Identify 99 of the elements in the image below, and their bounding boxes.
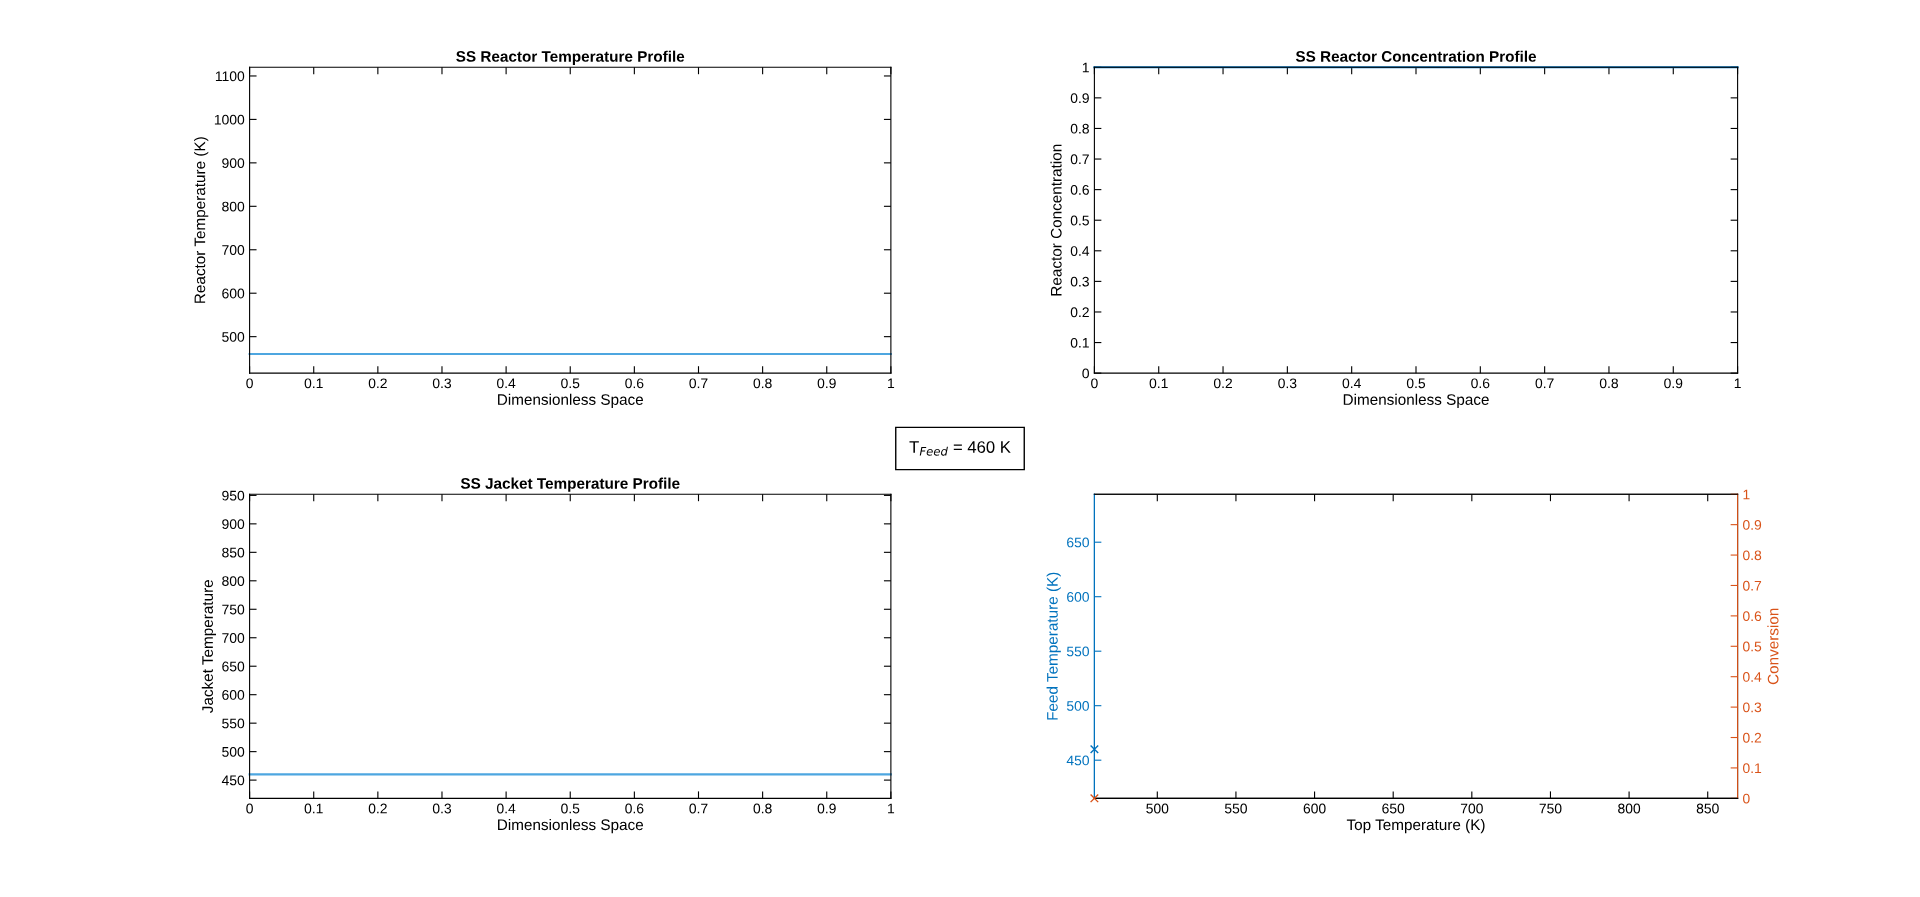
x-axis-title: Dimensionless Space <box>498 818 644 834</box>
y-tick-label: 800 <box>222 201 245 212</box>
x-tick-label: 0.7 <box>689 378 708 389</box>
x-tick-label: 0.1 <box>1149 378 1168 389</box>
x-tick-label: 0.5 <box>1406 378 1426 389</box>
x-tick-label: 0.3 <box>432 378 452 389</box>
x-tick-label: 0.7 <box>689 803 708 814</box>
x-tick-label: 1 <box>1734 378 1741 389</box>
x-tick-label: 0.9 <box>817 378 836 389</box>
y2-tick-label: 1 <box>1743 489 1750 500</box>
y-tick-label: 550 <box>222 718 245 729</box>
y-tick-label: 1000 <box>214 114 245 125</box>
y-tick-label: 550 <box>1066 646 1089 657</box>
y-tick-label: 0.1 <box>1070 337 1089 348</box>
y-tick-label: 0.9 <box>1070 93 1089 104</box>
x-tick-label: 0.9 <box>817 803 836 814</box>
y-tick-label: 0 <box>1082 368 1089 379</box>
x-tick-label: 700 <box>1460 803 1483 814</box>
y-tick-label: 0.7 <box>1070 154 1089 165</box>
chart-title: SS Jacket Temperature Profile <box>460 477 680 492</box>
x-tick-label: 0.4 <box>497 378 516 389</box>
x-tick-label: 0.6 <box>1471 378 1490 389</box>
y-tick-label: 450 <box>1066 755 1089 766</box>
y-tick-label: 600 <box>222 690 245 700</box>
x-axis-title: Dimensionless Space <box>498 393 644 408</box>
y2-tick-label: 0.7 <box>1743 580 1762 591</box>
x-tick-label: 0.5 <box>561 803 580 814</box>
x-tick-label: 0.6 <box>625 803 644 814</box>
y-tick-label: 750 <box>222 604 245 615</box>
y-tick-label: 450 <box>221 775 245 786</box>
chart-title: SS Reactor Concentration Profile <box>1295 50 1537 62</box>
y2-tick-label: 0.2 <box>1743 732 1762 743</box>
y-tick-label: 600 <box>1067 592 1089 602</box>
y-tick-label: 1100 <box>215 71 245 82</box>
y-tick-label: 800 <box>222 576 245 586</box>
x-tick-label: 0.2 <box>368 378 387 389</box>
x-tick-label: 600 <box>1303 803 1326 814</box>
x-tick-label: 750 <box>1539 803 1562 814</box>
y-tick-label: 650 <box>222 661 245 672</box>
x-tick-label: 1 <box>888 803 895 814</box>
y-axis-title: Reactor Temperature (K) <box>194 137 209 303</box>
y-tick-label: 650 <box>1067 537 1089 548</box>
x-tick-label: 0.4 <box>1342 378 1361 389</box>
x-tick-label: 0.1 <box>304 378 323 389</box>
x-tick-label: 0.2 <box>1213 378 1232 389</box>
x-tick-label: 0.6 <box>625 378 644 389</box>
x-tick-label: 0.8 <box>753 803 772 814</box>
y-axis-title: Jacket Temperature <box>201 580 217 713</box>
y-tick-label: 0.3 <box>1070 276 1089 287</box>
y-tick-label: 700 <box>222 633 245 643</box>
y-tick-label: 600 <box>222 288 245 299</box>
x-tick-label: 0.5 <box>561 378 580 389</box>
y-tick-label: 0.2 <box>1070 307 1089 318</box>
x-tick-label: 0.4 <box>497 803 516 814</box>
x-tick-label: 500 <box>1146 803 1169 814</box>
y-tick-label: 900 <box>222 519 245 530</box>
y-tick-label: 500 <box>222 331 245 342</box>
y-tick-label: 0.6 <box>1070 184 1089 195</box>
y-tick-label: 0.5 <box>1070 215 1089 226</box>
x-tick-label: 850 <box>1696 803 1719 814</box>
x-axis-title: Top Temperature (K) <box>1346 818 1485 834</box>
y-tick-label: 1 <box>1082 62 1089 73</box>
text: T$_{Feed}$ = 460 K <box>909 441 1011 456</box>
x-tick-label: 800 <box>1618 803 1641 814</box>
y2-tick-label: 0 <box>1743 793 1750 804</box>
y2-tick-label: 0.6 <box>1743 611 1762 622</box>
x-tick-label: 0.8 <box>1599 378 1619 389</box>
x-tick-label: 1 <box>888 378 895 389</box>
y2-tick-label: 0.8 <box>1743 550 1762 561</box>
x-tick-label: 650 <box>1382 803 1405 814</box>
y-tick-label: 0.8 <box>1070 123 1089 134</box>
chart-title: SS Reactor Temperature Profile <box>456 50 685 65</box>
y2-tick-label: 0.9 <box>1743 519 1762 530</box>
y-tick-label: 500 <box>222 746 245 757</box>
y-axis-title: Reactor Concentration <box>1050 144 1062 296</box>
x-tick-label: 0.3 <box>432 803 452 814</box>
y2-tick-label: 0.1 <box>1743 763 1762 774</box>
x-tick-label: 550 <box>1224 803 1247 814</box>
x-tick-label: 0.8 <box>753 378 772 389</box>
x-tick-label: 0.1 <box>304 803 323 814</box>
y-tick-label: 0.4 <box>1070 246 1090 256</box>
y2-axis-title: Conversion <box>1767 608 1779 685</box>
y-tick-label: 850 <box>222 547 245 558</box>
y-tick-label: 700 <box>222 245 245 255</box>
x-tick-label: 0 <box>1091 378 1098 389</box>
y2-tick-label: 0.5 <box>1743 641 1762 652</box>
x-tick-label: 0.7 <box>1535 378 1554 389</box>
y-tick-label: 950 <box>222 490 245 501</box>
y-axis-title: Feed Temperature (K) <box>1046 572 1061 720</box>
y2-tick-label: 0.4 <box>1743 672 1762 682</box>
y-tick-label: 900 <box>222 158 245 169</box>
x-tick-label: 0 <box>246 803 253 814</box>
y2-tick-label: 0.3 <box>1743 702 1762 713</box>
x-tick-label: 0.9 <box>1664 378 1683 389</box>
y-tick-label: 500 <box>1066 701 1089 711</box>
x-tick-label: 0 <box>246 378 253 389</box>
x-axis-title: Dimensionless Space <box>1343 393 1489 408</box>
x-tick-label: 0.3 <box>1278 378 1297 389</box>
x-tick-label: 0.2 <box>368 803 387 814</box>
